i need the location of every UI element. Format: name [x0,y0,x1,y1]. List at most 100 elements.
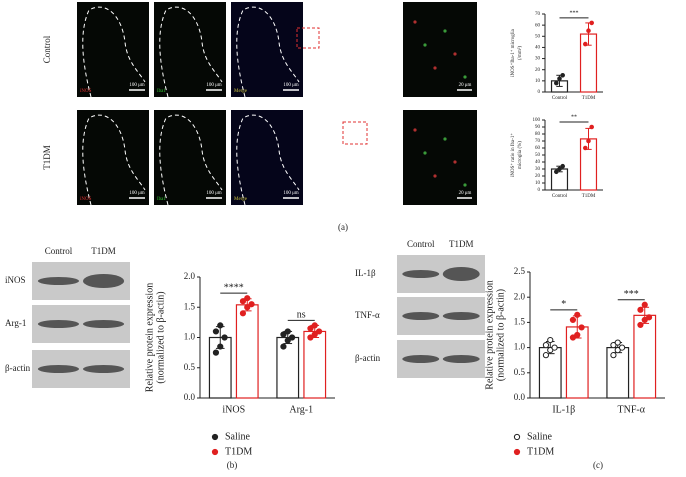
data-point [560,163,565,169]
data-point [554,80,559,86]
scale-label: 100 μm [283,191,298,196]
data-point [217,322,224,329]
band [402,270,440,278]
blot-column: T1DM [91,246,116,256]
blot-column: Control [45,246,73,256]
y-tick-label: 2.0 [184,271,196,281]
band [82,274,125,288]
zoom-box [296,27,320,49]
micrograph [231,110,303,205]
bar [303,330,327,399]
scale-label: 100 μm [206,83,221,88]
data-point [542,352,550,359]
data-point [637,306,644,313]
bar [633,314,657,399]
data-point [583,41,588,47]
y-tick-label: 10 [535,181,541,186]
blot-column: Control [407,239,435,249]
band [37,365,80,373]
y-tick-label: 60 [535,146,541,151]
channel-label: iNOS [80,197,92,202]
y-tick-label: 40 [535,46,541,51]
cell [413,20,417,24]
scale-label: 20 μm [459,83,472,88]
micrograph [154,110,226,205]
y-tick-label: 0 [538,90,541,95]
x-tick-label: Arg-1 [289,404,313,415]
data-point [239,310,247,317]
data-point [574,331,581,339]
data-point [645,314,653,321]
data-point [589,20,594,26]
significance: **** [224,282,244,293]
data-point [589,124,594,130]
y-tick-label: 50 [535,153,541,158]
blot-row: β-actin [355,353,381,363]
channel-label: Merge [234,89,248,94]
y-tick-label: 90 [535,125,541,130]
zoom-box [342,121,368,145]
row-label: T1DM [42,145,52,170]
caption-b: (b) [227,460,238,470]
channel-label: Merge [234,197,248,202]
cell [433,66,437,70]
data-point [284,337,291,344]
data-point [641,301,648,308]
channel-label: Iba1 [157,89,166,94]
x-tick-label: T1DM [582,194,596,199]
significance: *** [624,289,639,300]
band [402,355,440,363]
y-axis-label: Relative protein expression [144,283,155,392]
cell [453,160,457,164]
legend-label: Saline [225,431,251,442]
x-tick-label: Control [552,194,568,199]
data-point [280,331,287,338]
blot-row: β-actin [5,363,31,373]
band [37,277,80,285]
scale-label: 100 μm [206,191,221,196]
y-axis-label: microglia (%) [518,141,523,169]
legend-marker [513,433,521,441]
y-tick-label: 70 [535,139,541,144]
blot-column: T1DM [449,239,474,249]
y-tick-label: 100 [533,118,541,123]
data-point [311,322,318,329]
cell [463,75,467,79]
scale-label: 20 μm [459,191,472,196]
legend-marker [211,448,219,456]
cell [453,52,457,56]
data-point [311,331,318,338]
y-tick-label: 1.0 [184,332,196,342]
y-tick-label: 10 [535,79,541,84]
y-tick-label: 2.0 [514,291,526,301]
y-axis-label: Relative protein expression [484,280,495,389]
data-point [586,28,591,34]
blot-row: IL-1β [355,268,376,278]
x-tick-label: T1DM [582,96,596,101]
legend-marker [211,433,219,441]
data-point [212,349,220,356]
y-tick-label: 0.0 [184,392,196,402]
data-point [554,169,559,175]
y-tick-label: 1.0 [514,342,526,352]
legend-marker [513,448,521,456]
channel-label: iNOS [80,89,92,94]
significance: ns [297,310,306,321]
bar [235,304,259,399]
cell [463,183,467,187]
blot-row: Arg-1 [5,318,26,328]
band [37,320,80,328]
micrograph [77,110,149,205]
data-point [221,334,228,341]
band [82,320,125,328]
y-axis-label: iNOS⁺ ratio in Iba-1⁺ [510,133,516,177]
band [442,312,480,320]
band [82,365,125,373]
cell [433,174,437,178]
y-tick-label: 30 [535,167,541,172]
significance: ** [571,114,577,120]
data-point [217,343,224,350]
cell [423,151,427,155]
y-tick-label: 0.0 [514,392,526,402]
y-tick-label: 0.5 [184,362,196,372]
